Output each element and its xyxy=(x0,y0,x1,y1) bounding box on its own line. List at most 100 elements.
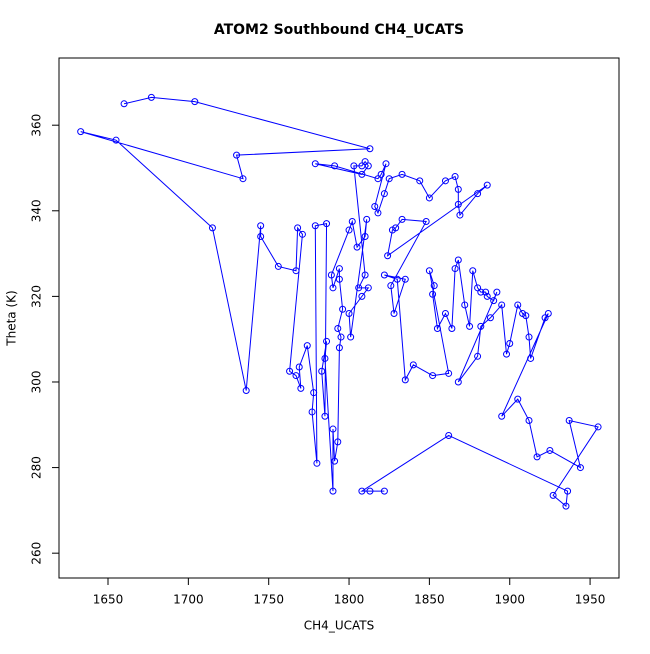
data-point xyxy=(433,324,441,332)
data-point xyxy=(392,224,400,232)
x-tick-label: 1950 xyxy=(575,593,606,607)
data-point xyxy=(425,194,433,202)
data-point xyxy=(257,222,265,230)
data-point xyxy=(331,457,339,465)
data-point xyxy=(311,222,319,230)
y-tick-label: 300 xyxy=(30,371,44,394)
chart-title: ATOM2 Southbound CH4_UCATS xyxy=(214,22,464,38)
data-point xyxy=(483,292,491,300)
data-point xyxy=(401,275,409,283)
x-tick-label: 1750 xyxy=(253,593,284,607)
data-point xyxy=(358,487,366,495)
y-tick-label: 320 xyxy=(30,285,44,308)
data-point xyxy=(298,230,306,238)
data-point xyxy=(191,98,199,106)
y-tick-label: 340 xyxy=(30,199,44,222)
data-point xyxy=(366,487,374,495)
data-point xyxy=(441,310,449,318)
data-point xyxy=(522,312,530,320)
data-point xyxy=(445,369,453,377)
data-point xyxy=(371,203,379,211)
data-point xyxy=(441,177,449,185)
data-point xyxy=(445,431,453,439)
data-point xyxy=(493,288,501,296)
data-point xyxy=(565,417,573,425)
data-point xyxy=(401,376,409,384)
data-point xyxy=(308,408,316,416)
data-point xyxy=(498,412,506,420)
x-tick-label: 1800 xyxy=(334,593,365,607)
data-point xyxy=(77,128,85,136)
data-point xyxy=(549,491,557,499)
data-point xyxy=(350,162,358,170)
data-point xyxy=(409,361,417,369)
data-point xyxy=(454,256,462,264)
data-point xyxy=(294,224,302,232)
data-point xyxy=(594,423,602,431)
data-point xyxy=(358,292,366,300)
data-point xyxy=(461,301,469,309)
data-point xyxy=(387,282,395,290)
data-point xyxy=(474,190,482,198)
data-point xyxy=(429,372,437,380)
data-point xyxy=(466,322,474,330)
data-point xyxy=(398,215,406,223)
data-point xyxy=(353,243,361,251)
data-point xyxy=(382,160,390,168)
y-tick-label: 260 xyxy=(30,542,44,565)
data-point xyxy=(348,217,356,225)
y-axis-label: Theta (K) xyxy=(5,290,19,346)
data-point xyxy=(292,372,300,380)
x-axis-label: CH4_UCATS xyxy=(304,619,374,633)
x-tick-label: 1900 xyxy=(494,593,525,607)
data-point xyxy=(377,170,385,178)
data-point xyxy=(242,387,250,395)
data-point xyxy=(384,252,392,260)
data-point xyxy=(358,170,366,178)
data-point xyxy=(474,352,482,360)
y-tick-label: 360 xyxy=(30,114,44,137)
data-point xyxy=(498,301,506,309)
data-point xyxy=(456,211,464,219)
data-point xyxy=(425,267,433,275)
data-point xyxy=(335,344,343,352)
data-point xyxy=(339,305,347,313)
data-point xyxy=(562,502,570,510)
data-point xyxy=(385,175,393,183)
data-point xyxy=(361,232,369,240)
data-point xyxy=(347,333,355,341)
data-point xyxy=(334,324,342,332)
data-point xyxy=(416,177,424,185)
data-point xyxy=(527,354,535,362)
data-point xyxy=(292,267,300,275)
data-point xyxy=(514,395,522,403)
data-point xyxy=(448,324,456,332)
data-point xyxy=(525,417,533,425)
data-point xyxy=(451,265,459,273)
data-point xyxy=(327,271,335,279)
data-point xyxy=(274,262,282,270)
data-point xyxy=(454,200,462,208)
data-point xyxy=(366,145,374,153)
data-point xyxy=(486,314,494,322)
data-point xyxy=(112,136,120,144)
data-point xyxy=(297,384,305,392)
data-point xyxy=(363,215,371,223)
data-point xyxy=(398,170,406,178)
data-point xyxy=(482,288,490,296)
data-point xyxy=(295,363,303,371)
data-point xyxy=(564,487,572,495)
data-point xyxy=(546,446,554,454)
data-point xyxy=(514,301,522,309)
data-point xyxy=(525,333,533,341)
data-point xyxy=(329,487,337,495)
data-point xyxy=(335,265,343,273)
x-tick-label: 1650 xyxy=(93,593,124,607)
data-point xyxy=(576,464,584,472)
data-line xyxy=(80,96,599,508)
data-point xyxy=(329,284,337,292)
data-point xyxy=(483,181,491,189)
data-point xyxy=(321,412,329,420)
